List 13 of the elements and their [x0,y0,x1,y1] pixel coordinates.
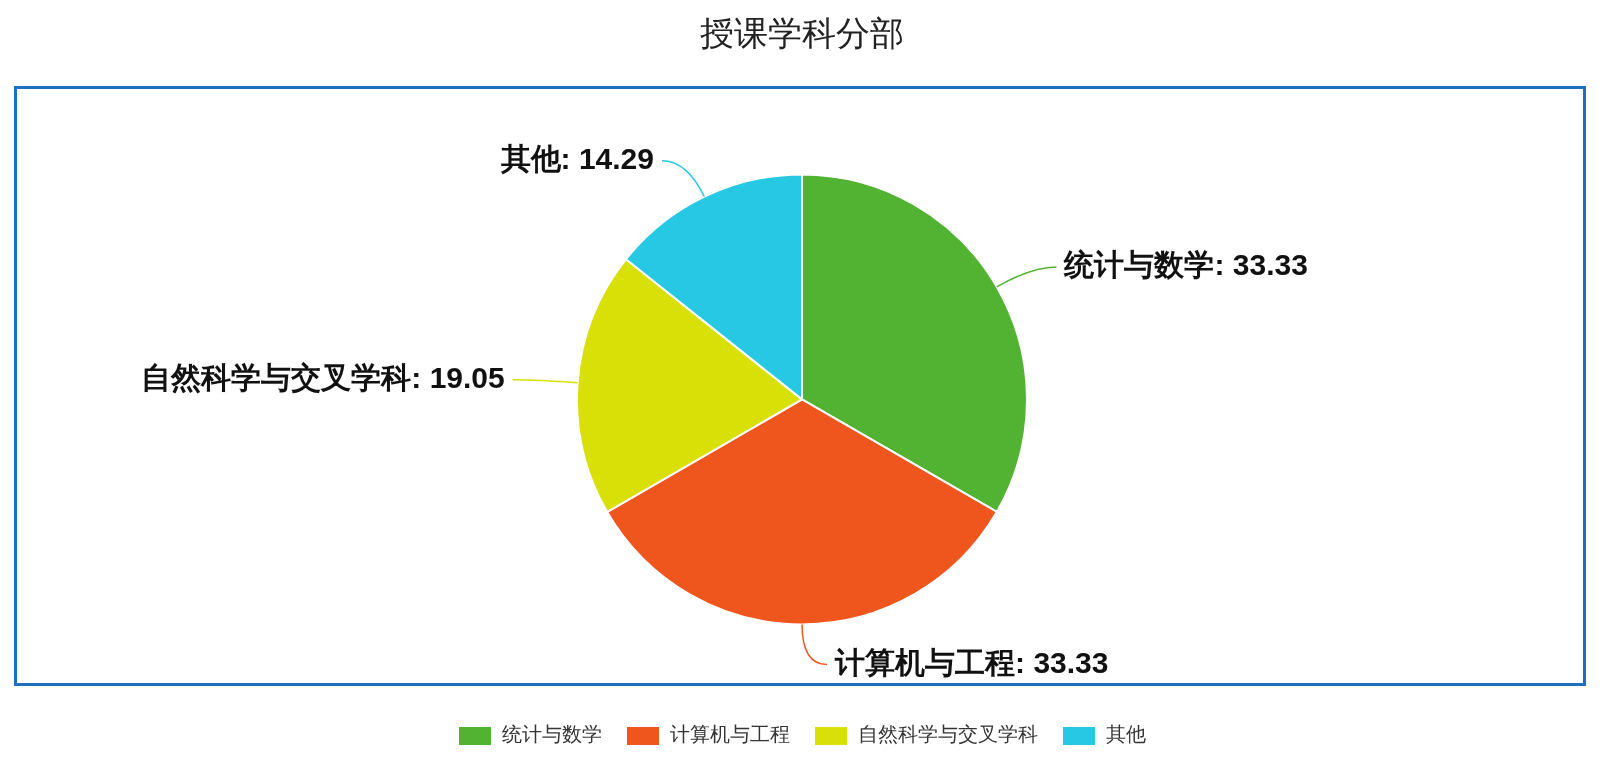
legend-label: 计算机与工程 [670,722,790,747]
data-label: : 19.05 [411,360,505,394]
legend-label: 其他 [1106,722,1146,747]
slice-label: 计算机与工程 [834,645,1016,679]
slice-label: 自然科学与交叉学科 [141,360,412,394]
slice-label: 统计与数学 [1063,248,1215,282]
slice-label: 其他 [499,141,562,175]
legend-label: 统计与数学 [502,722,602,747]
data-label: : 14.29 [560,141,654,175]
data-label: : 33.33 [1214,248,1308,282]
legend-label: 自然科学与交叉学科 [858,722,1038,747]
chart-title: 授课学科分部 [700,13,904,54]
data-label: : 33.33 [1015,645,1109,679]
